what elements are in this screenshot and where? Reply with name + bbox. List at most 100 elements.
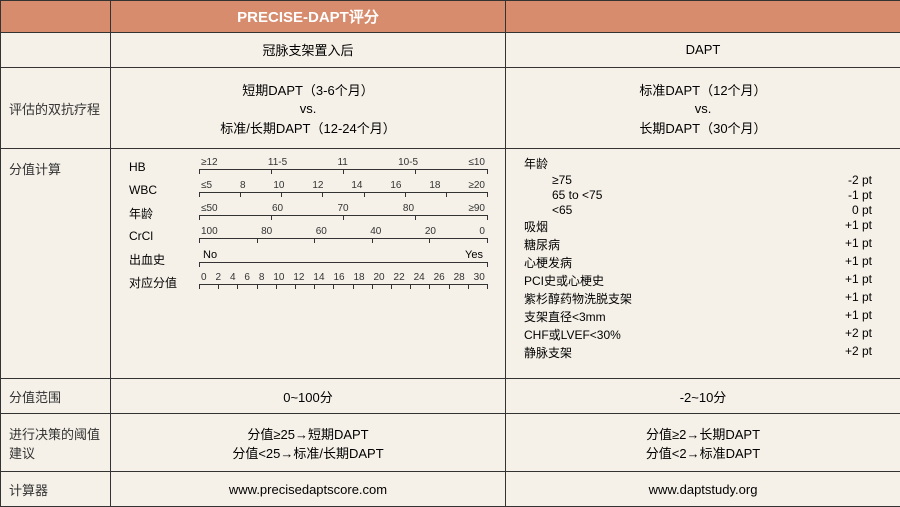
row-timing-col2: DAPT <box>506 33 900 68</box>
scale-tick-label: 18 <box>429 180 440 191</box>
scale-tick-label: 0 <box>201 272 207 283</box>
scale-ticks: ≤581012141618≥20 <box>199 180 487 191</box>
scale-line <box>199 238 487 244</box>
scale-label: WBC <box>129 183 189 197</box>
row-range-col2: -2~10分 <box>506 379 900 414</box>
factor-age-header: 年龄 <box>524 155 872 172</box>
scale-label: CrCl <box>129 229 189 243</box>
factor-label: CHF或LVEF<30% <box>524 326 621 343</box>
scale-line <box>199 192 487 198</box>
row-threshold-label: 进行决策的阈值建议 <box>1 414 111 472</box>
factor-row: 支架直径<3mm +1 pt <box>524 308 872 325</box>
factor-row: 静脉支架+2 pt <box>524 344 872 361</box>
factor-label: 吸烟 <box>524 218 548 235</box>
scale-tick-label: 80 <box>403 203 414 214</box>
scale-visual: ≤50607080≥90 <box>199 203 487 223</box>
scale-tick-label: ≥90 <box>468 203 485 214</box>
factor-pts: 0 pt <box>822 203 872 217</box>
row-threshold-col2: 分值≥2→长期DAPT 分值<2→标准DAPT <box>506 414 900 472</box>
scale-tick-label: 16 <box>390 180 401 191</box>
scale-tick-label: 40 <box>370 226 381 237</box>
row-calculator-col1: www.precisedaptscore.com <box>111 472 506 507</box>
factor-label: 糖尿病 <box>524 236 560 253</box>
factor-row: 紫杉醇药物洗脱支架+1 pt <box>524 290 872 307</box>
factor-row: <650 pt <box>524 203 872 217</box>
threshold-col1-a: 分值≥25→短期DAPT <box>119 424 497 443</box>
scale-tick-label: 20 <box>374 272 385 283</box>
scale-label: HB <box>129 160 189 174</box>
row-calculator-label: 计算器 <box>1 472 111 507</box>
factor-row: CHF或LVEF<30% +2 pt <box>524 326 872 343</box>
scale-row: 年龄≤50607080≥90 <box>129 203 487 223</box>
scale-tick-label: 60 <box>272 203 283 214</box>
scale-visual: NoYes <box>199 249 487 269</box>
scale-tick-label: 10 <box>273 272 284 283</box>
scale-tick-label: 6 <box>244 272 250 283</box>
scale-tick-label: ≥12 <box>201 157 218 168</box>
scale-tick-label: 28 <box>454 272 465 283</box>
factor-label: 静脉支架 <box>524 344 572 361</box>
factor-row: 65 to <75-1 pt <box>524 188 872 202</box>
header-precise-dapt: PRECISE-DAPT评分 <box>111 1 506 33</box>
factor-row: 心梗发病+1 pt <box>524 254 872 271</box>
dapt-comparison-table: PRECISE-DAPT评分 冠脉支架置入后 DAPT 评估的双抗疗程 短期DA… <box>0 0 900 507</box>
threshold-col2-b: 分值<2→标准DAPT <box>514 443 892 462</box>
row-calc-factors: 年龄≥75-2 pt65 to <75-1 pt<650 pt吸烟+1 pt糖尿… <box>506 149 900 379</box>
factor-pts: -2 pt <box>822 173 872 187</box>
row-calc-label: 分值计算 <box>1 149 111 379</box>
header-blank <box>1 1 111 33</box>
scale-line <box>199 169 487 175</box>
scale-visual: 100806040200 <box>199 226 487 246</box>
factor-label: ≥75 <box>524 173 572 187</box>
duration-col2-std: 标准DAPT（12个月） <box>514 80 892 99</box>
factor-row: PCI史或心梗史+1 pt <box>524 272 872 289</box>
scale-row: 对应分值024681012141618202224262830 <box>129 272 487 292</box>
duration-col2-long: 长期DAPT（30个月） <box>514 118 892 137</box>
scale-tick-label: 0 <box>479 226 485 237</box>
factor-label: 心梗发病 <box>524 254 572 271</box>
scale-tick-label: 14 <box>351 180 362 191</box>
threshold-col2-a: 分值≥2→长期DAPT <box>514 424 892 443</box>
row-timing-col1: 冠脉支架置入后 <box>111 33 506 68</box>
threshold-col1-b: 分值<25→标准/长期DAPT <box>119 443 497 462</box>
scale-tick-label: ≤10 <box>468 157 485 168</box>
scale-tick-label: 16 <box>333 272 344 283</box>
duration-vs1: vs. <box>119 101 497 116</box>
factor-row: 吸烟+1 pt <box>524 218 872 235</box>
scale-tick-label: 14 <box>313 272 324 283</box>
row-threshold-col1: 分值≥25→短期DAPT 分值<25→标准/长期DAPT <box>111 414 506 472</box>
scale-tick-label: 60 <box>316 226 327 237</box>
factor-pts: +1 pt <box>822 236 872 253</box>
scale-tick-label: 20 <box>425 226 436 237</box>
scale-no-yes: NoYes <box>199 249 487 261</box>
scale-ticks: ≥1211-51110-5≤10 <box>199 157 487 168</box>
scale-row: WBC≤581012141618≥20 <box>129 180 487 200</box>
factor-pts: -1 pt <box>822 188 872 202</box>
duration-vs2: vs. <box>514 101 892 116</box>
row-calculator-col2: www.daptstudy.org <box>506 472 900 507</box>
scale-line <box>199 284 487 290</box>
factor-pts: +1 pt <box>822 272 872 289</box>
factor-pts: +1 pt <box>822 308 872 325</box>
row-calc-scales: HB≥1211-51110-5≤10WBC≤581012141618≥20年龄≤… <box>111 149 506 379</box>
scale-tick-label: 22 <box>394 272 405 283</box>
factor-label: 支架直径<3mm <box>524 308 606 325</box>
scale-visual: 024681012141618202224262830 <box>199 272 487 292</box>
scale-ticks: 100806040200 <box>199 226 487 237</box>
scale-tick-label: 11 <box>337 157 347 168</box>
row-range-col1: 0~100分 <box>111 379 506 414</box>
scale-label: 年龄 <box>129 205 189 222</box>
scale-label: 出血史 <box>129 251 189 268</box>
scale-tick-label: 10 <box>273 180 284 191</box>
factor-pts: +1 pt <box>822 290 872 307</box>
scale-row: 出血史 NoYes <box>129 249 487 269</box>
scale-line <box>199 262 487 268</box>
scale-tick-label: 12 <box>293 272 304 283</box>
scale-label: 对应分值 <box>129 274 189 291</box>
scale-visual: ≥1211-51110-5≤10 <box>199 157 487 177</box>
scale-tick-label: 26 <box>434 272 445 283</box>
scale-tick-label: 12 <box>312 180 323 191</box>
scale-tick-label: 8 <box>240 180 246 191</box>
factor-pts: +2 pt <box>822 326 872 343</box>
scale-tick-label: 30 <box>474 272 485 283</box>
